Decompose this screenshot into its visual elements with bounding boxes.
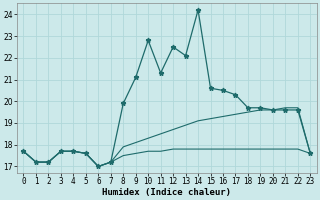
X-axis label: Humidex (Indice chaleur): Humidex (Indice chaleur): [102, 188, 231, 197]
